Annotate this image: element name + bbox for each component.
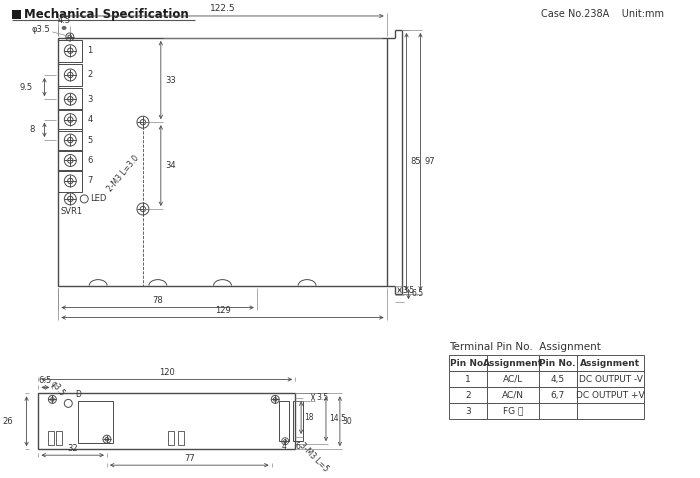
Text: 6: 6	[88, 156, 92, 165]
Text: 2: 2	[466, 391, 471, 400]
Bar	[577, 371, 644, 387]
Text: φ3.5: φ3.5	[48, 379, 66, 398]
Text: Pin No.: Pin No.	[450, 359, 486, 368]
Text: 3: 3	[88, 95, 92, 104]
Bar	[449, 355, 487, 371]
Text: 97: 97	[424, 157, 435, 166]
Text: LED: LED	[90, 195, 106, 203]
Text: AC/L: AC/L	[503, 375, 523, 384]
Bar	[539, 355, 577, 371]
Text: DC OUTPUT -V: DC OUTPUT -V	[578, 375, 643, 384]
Text: 32: 32	[67, 444, 78, 453]
Bar	[58, 88, 82, 110]
Text: 4: 4	[281, 442, 286, 451]
Text: 78: 78	[152, 295, 163, 304]
Bar	[539, 371, 577, 387]
Bar	[449, 371, 487, 387]
Text: 6.5: 6.5	[412, 289, 424, 298]
Text: DC OUTPUT +V: DC OUTPUT +V	[576, 391, 645, 400]
Bar	[178, 431, 183, 445]
Bar	[58, 38, 386, 286]
Text: 122.5: 122.5	[210, 4, 235, 13]
Text: 129: 129	[215, 305, 230, 315]
Bar	[449, 403, 487, 419]
Bar	[577, 403, 644, 419]
Bar	[12, 10, 20, 19]
Bar	[487, 387, 539, 403]
Text: Assignment: Assignment	[580, 359, 640, 368]
Text: Assignment: Assignment	[483, 359, 543, 368]
Bar	[487, 355, 539, 371]
Text: Pin No.: Pin No.	[540, 359, 576, 368]
Text: Mechanical Specification: Mechanical Specification	[24, 8, 188, 21]
Text: 3: 3	[466, 407, 471, 416]
Bar	[449, 387, 487, 403]
Text: 3.5: 3.5	[316, 392, 328, 402]
Text: 33: 33	[164, 76, 176, 85]
Bar	[539, 387, 577, 403]
Bar	[38, 393, 295, 449]
Text: φ3.5: φ3.5	[32, 25, 50, 34]
Bar	[577, 355, 644, 371]
Text: 2-M3 L=3.0: 2-M3 L=3.0	[106, 154, 141, 194]
Bar	[78, 402, 113, 443]
Text: 1: 1	[88, 46, 92, 55]
Bar	[487, 371, 539, 387]
Text: 6,7: 6,7	[551, 391, 565, 400]
Bar	[58, 129, 82, 151]
Text: AC/N: AC/N	[502, 391, 524, 400]
Text: 7: 7	[88, 176, 92, 185]
Text: 14.5: 14.5	[329, 414, 346, 424]
Text: 6: 6	[295, 442, 300, 451]
Text: 3.5: 3.5	[402, 285, 414, 294]
Bar	[58, 170, 82, 192]
Text: 30: 30	[343, 417, 353, 426]
Bar	[58, 109, 82, 130]
Text: 8: 8	[29, 125, 34, 134]
Text: Case No.238A    Unit:mm: Case No.238A Unit:mm	[541, 10, 664, 20]
Text: 5: 5	[88, 136, 92, 144]
Bar	[577, 387, 644, 403]
Text: 34: 34	[164, 161, 176, 170]
Bar	[58, 40, 82, 62]
Text: 4,5: 4,5	[551, 375, 565, 384]
Text: 85: 85	[410, 157, 421, 166]
Bar	[58, 150, 82, 172]
Text: 4: 4	[88, 115, 92, 124]
Bar	[57, 431, 62, 445]
Bar	[539, 403, 577, 419]
Text: 9.5: 9.5	[20, 83, 32, 92]
Text: 18: 18	[304, 413, 314, 422]
Text: FG ⏚: FG ⏚	[503, 407, 523, 416]
Text: 2: 2	[88, 70, 92, 79]
Text: Terminal Pin No.  Assignment: Terminal Pin No. Assignment	[449, 342, 601, 352]
Text: 3-M3 L=5: 3-M3 L=5	[297, 441, 330, 473]
Bar	[293, 402, 303, 441]
Bar	[279, 402, 289, 441]
Text: 4.5: 4.5	[57, 16, 71, 25]
Bar	[168, 431, 174, 445]
Text: 120: 120	[159, 369, 175, 378]
Text: SVR1: SVR1	[60, 207, 83, 217]
Text: 1: 1	[466, 375, 471, 384]
Text: 6.5: 6.5	[38, 376, 52, 385]
Bar	[48, 431, 55, 445]
Bar	[487, 403, 539, 419]
Text: 26: 26	[2, 417, 13, 426]
Bar	[58, 64, 82, 86]
Text: 77: 77	[184, 454, 195, 463]
Text: D: D	[75, 391, 81, 400]
